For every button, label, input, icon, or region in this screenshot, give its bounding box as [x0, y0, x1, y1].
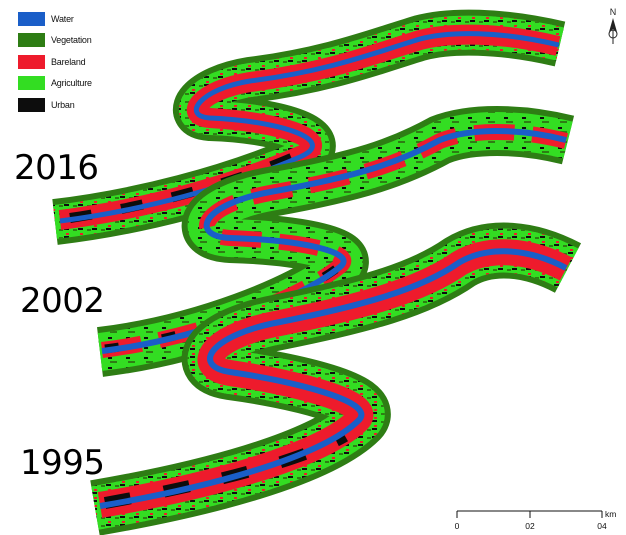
river-water-1995 — [99, 248, 568, 509]
scale-label-0: 0 — [455, 521, 460, 531]
legend-item-urban: Urban — [18, 94, 92, 116]
legend-label-bareland: Bareland — [51, 56, 86, 67]
legend-swatch-agriculture — [18, 76, 45, 91]
scale-label-1: 02 — [525, 521, 535, 531]
year-label-2002: 2002 — [20, 281, 105, 321]
legend-item-bareland: Bareland — [18, 51, 92, 73]
legend-item-vegetation: Vegetation — [18, 30, 92, 52]
north-arrow-head — [609, 18, 617, 32]
legend-swatch-bareland — [18, 54, 45, 69]
north-arrow-icon: N — [608, 7, 618, 44]
legend-label-urban: Urban — [51, 99, 75, 110]
scale-unit: km — [605, 509, 616, 519]
legend-swatch-vegetation — [18, 33, 45, 48]
north-letter: N — [610, 7, 617, 17]
river-map-1995 — [90, 222, 582, 535]
year-label-1995: 1995 — [20, 443, 105, 483]
legend-swatch-water — [18, 11, 45, 26]
scale-bar: 0 02 04 km — [455, 509, 617, 531]
year-label-2016: 2016 — [14, 148, 99, 188]
legend-swatch-urban — [18, 97, 45, 112]
legend-label-agriculture: Agriculture — [51, 78, 92, 89]
legend-item-agriculture: Agriculture — [18, 73, 92, 95]
scale-label-2: 04 — [597, 521, 607, 531]
legend-label-vegetation: Vegetation — [51, 35, 92, 46]
legend: Water Vegetation Bareland Agriculture Ur… — [18, 8, 92, 116]
legend-item-water: Water — [18, 8, 92, 30]
legend-label-water: Water — [51, 13, 74, 24]
